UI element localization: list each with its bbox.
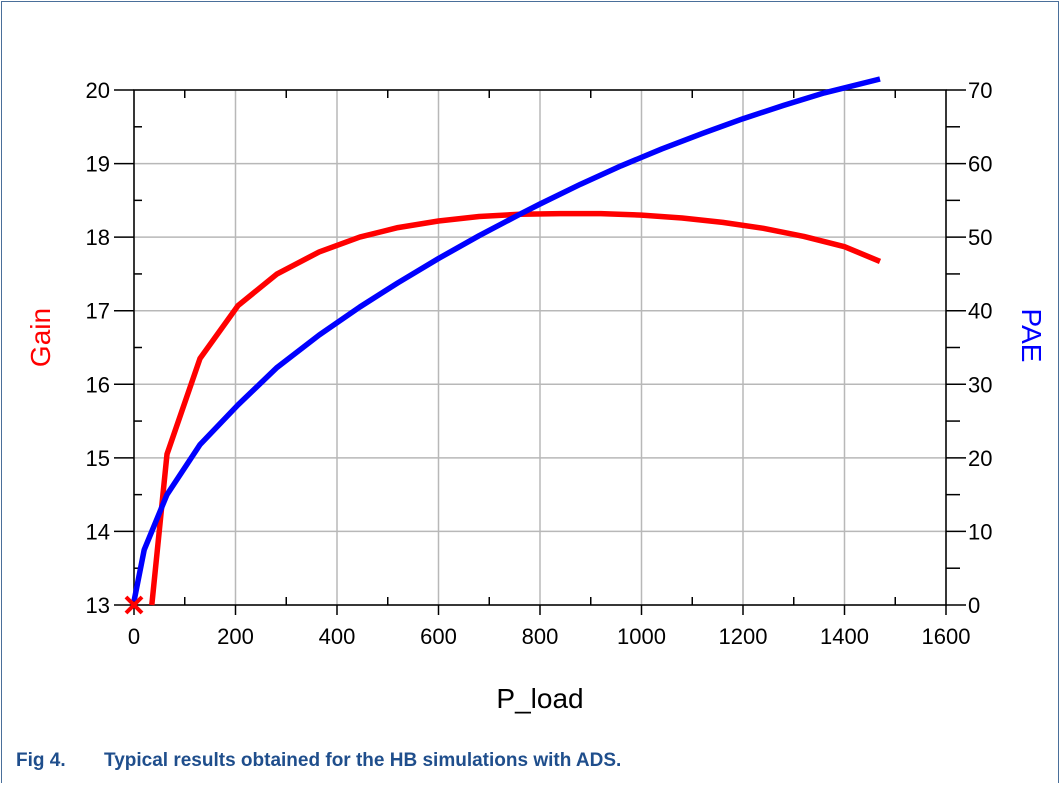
- dual-axis-line-chart: 0 200 400 600 800 1000 1200 1400 160013141516171…: [25, 76, 1047, 714]
- y-left-tick-label: 18: [86, 225, 110, 250]
- y-left-tick-label: 15: [86, 446, 110, 471]
- y-right-tick-label: 50: [968, 225, 992, 250]
- y-right-tick-label: 70: [968, 78, 992, 103]
- y-left-tick-label: 17: [86, 299, 110, 324]
- figure-caption: Fig 4. Typical results obtained for the H…: [16, 750, 621, 772]
- x-tick-label: 1600: [922, 624, 971, 649]
- x-tick-label: 1200: [719, 624, 768, 649]
- y-left-tick-label: 19: [86, 152, 110, 177]
- x-tick-label: 1400: [820, 624, 869, 649]
- x-marker-stroke: [124, 595, 144, 615]
- figure-number: Fig 4.: [16, 750, 66, 771]
- y-left-tick-label: 13: [86, 593, 110, 618]
- left-y-axis-label: Gain: [25, 308, 56, 367]
- y-right-tick-label: 10: [968, 519, 992, 544]
- x-tick-label: 0: [128, 624, 140, 649]
- y-left-tick-label: 16: [86, 372, 110, 397]
- y-right-tick-label: 0: [968, 593, 980, 618]
- axis-ticks: [114, 89, 966, 615]
- x-axis-label: P_load: [496, 683, 583, 714]
- y-right-tick-label: 20: [968, 446, 992, 471]
- x-marker: [124, 595, 144, 615]
- right-y-axis-label: PAE: [1016, 309, 1047, 363]
- series-line-gain: [149, 210, 882, 606]
- y-right-tick-label: 60: [968, 152, 992, 177]
- x-tick-label: 400: [319, 624, 356, 649]
- series-line-pae: [131, 76, 881, 602]
- x-tick-label: 800: [522, 624, 559, 649]
- x-tick-label: 1000: [617, 624, 666, 649]
- data-series: [124, 76, 882, 615]
- x-tick-label: 200: [217, 624, 254, 649]
- y-left-tick-label: 20: [86, 78, 110, 103]
- figure-caption-text: Typical results obtained for the HB simu…: [104, 750, 622, 771]
- tick-labels: 0 200 400 600 800 1000 1200 1400 160013141516171…: [86, 78, 993, 649]
- y-right-tick-label: 30: [968, 372, 992, 397]
- x-tick-label: 600: [420, 624, 457, 649]
- y-right-tick-label: 40: [968, 299, 992, 324]
- y-left-tick-label: 14: [86, 519, 110, 544]
- grid-lines: [133, 89, 947, 606]
